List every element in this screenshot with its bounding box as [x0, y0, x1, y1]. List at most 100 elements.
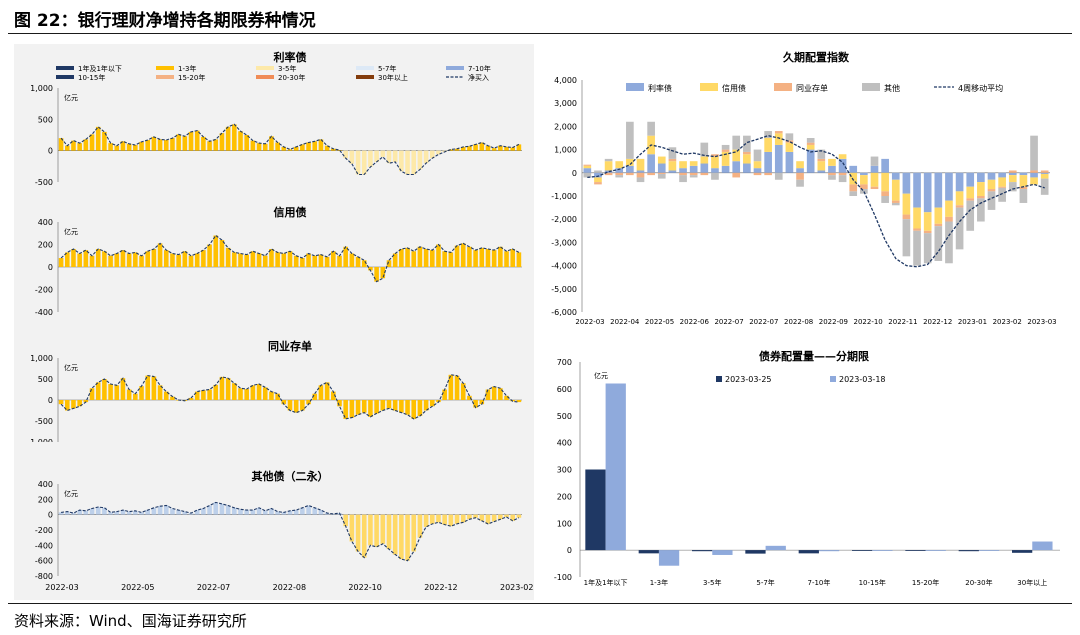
ncd-bar	[504, 395, 509, 400]
other-bar	[170, 508, 175, 515]
duration-bar-rate	[604, 170, 613, 173]
ncd-bar	[417, 400, 423, 416]
credit-bar	[58, 258, 64, 267]
other-bar	[411, 514, 417, 552]
duration-bar-rate	[860, 172, 868, 176]
credit-bar	[436, 244, 441, 267]
rates-legend-swatch-0	[56, 66, 74, 70]
duration-bar-ncd	[647, 172, 655, 176]
duration-bar-ncd	[828, 172, 836, 176]
duration-ytick-7: 1,000	[554, 146, 577, 155]
other-bar	[392, 514, 398, 555]
tenor-xtick-4: 7-10年	[807, 578, 830, 587]
rates-legend-label-9: 净买入	[468, 73, 489, 82]
duration-bar-other	[806, 138, 815, 143]
other-bar	[380, 514, 386, 544]
rates-bond-chart: 1年及1年以下 1-3年 3-5年 5-7年 7-10年 10-15年 15-20年 20-3…	[30, 50, 522, 187]
duration-xtick-13: 2023-03	[1027, 318, 1056, 326]
duration-xtick-9: 2022-11	[888, 318, 917, 326]
duration-bar-credit	[679, 161, 687, 169]
other-bar	[213, 502, 219, 515]
duration-legend-label-0: 利率债	[648, 83, 672, 93]
other-bar	[238, 509, 243, 515]
rates-legend-label-6: 15-20年	[178, 73, 205, 82]
rates-legend-swatch-8	[356, 75, 374, 79]
duration-bar-other	[647, 121, 655, 136]
ncd-bar	[454, 375, 460, 400]
duration-legend-swatch-3	[862, 83, 880, 91]
other-bar	[516, 514, 522, 518]
rates-bar	[355, 150, 361, 175]
duration-bar-ncd	[796, 172, 804, 180]
tenor-xtick-1: 1-3年	[650, 578, 668, 587]
credit-bar	[194, 253, 200, 267]
duration-bar-rate	[998, 172, 1006, 178]
rates-bar	[318, 139, 324, 151]
ncd-ytick-0: -1,000	[27, 438, 53, 442]
footer-rule	[8, 603, 1072, 604]
ncd-bar	[467, 395, 472, 400]
rates-bar	[120, 141, 126, 151]
duration-bar-credit	[636, 158, 645, 171]
rates-ytick-3: 1,000	[30, 84, 53, 93]
tenor-legend-label-1: 2023-03-18	[839, 375, 886, 384]
rates-bar	[386, 150, 392, 164]
ncd-bar	[64, 400, 70, 411]
duration-bar-other	[711, 172, 719, 180]
credit-bar	[318, 254, 324, 267]
tenor-bar-0	[1012, 550, 1033, 553]
duration-bar-other	[743, 135, 751, 152]
rates-ytick-0: -500	[35, 178, 53, 187]
duration-legend-label-4: 4周移动平均	[958, 83, 1003, 93]
rates-bar	[361, 150, 367, 175]
ncd-bar	[95, 382, 101, 400]
other-bar	[331, 513, 336, 515]
rates-bar	[83, 139, 89, 151]
ncd-bar	[498, 388, 503, 400]
rates-legend-label-1: 1-3年	[178, 64, 196, 73]
other-bar	[250, 510, 256, 515]
ncd-bar	[163, 391, 169, 400]
duration-bar-ncd	[870, 186, 879, 190]
ncd-bar	[244, 389, 249, 400]
credit-bar	[163, 250, 169, 267]
duration-bar-ncd	[860, 184, 868, 190]
credit-bar	[392, 253, 398, 267]
ncd-bar	[225, 378, 231, 400]
tenor-bar-1	[872, 550, 893, 551]
duration-bar-rate	[817, 170, 826, 173]
rates-legend-label-2: 3-5年	[278, 64, 296, 73]
rates-bar	[343, 150, 348, 159]
credit-bar	[262, 255, 268, 267]
rates-bar	[145, 140, 150, 151]
credit-unit: 亿元	[64, 227, 78, 236]
duration-ytick-9: 3,000	[554, 99, 577, 108]
credit-ytick-3: 200	[38, 241, 53, 250]
other-bar	[151, 507, 157, 515]
credit-bar	[133, 252, 138, 267]
rates-bar	[392, 150, 398, 162]
rates-bar	[77, 143, 82, 151]
duration-bar-credit	[583, 165, 592, 169]
duration-bar-ncd	[998, 186, 1006, 188]
other-bar	[324, 513, 330, 515]
ncd-bar	[300, 400, 305, 411]
duration-bar-rate	[594, 172, 602, 178]
duration-bar-credit	[689, 161, 698, 166]
tenor-bar-0	[745, 550, 766, 554]
rates-bar	[454, 148, 460, 151]
other-bar	[219, 503, 225, 515]
ncd-bar	[411, 400, 417, 419]
duration-bar-rate	[955, 172, 964, 192]
duration-bar-credit	[594, 177, 602, 183]
tenor-bar-1	[658, 550, 680, 566]
credit-bar	[442, 251, 447, 267]
ncd-bar	[139, 386, 144, 400]
rates-legend-swatch-7	[256, 75, 274, 79]
duration-bar-ncd	[1019, 186, 1028, 190]
duration-bar-ncd	[838, 172, 847, 176]
duration-bar-other	[913, 230, 921, 266]
other-bar	[442, 514, 447, 525]
credit-net-buy-line	[60, 234, 520, 283]
duration-bar-rate	[849, 165, 858, 173]
